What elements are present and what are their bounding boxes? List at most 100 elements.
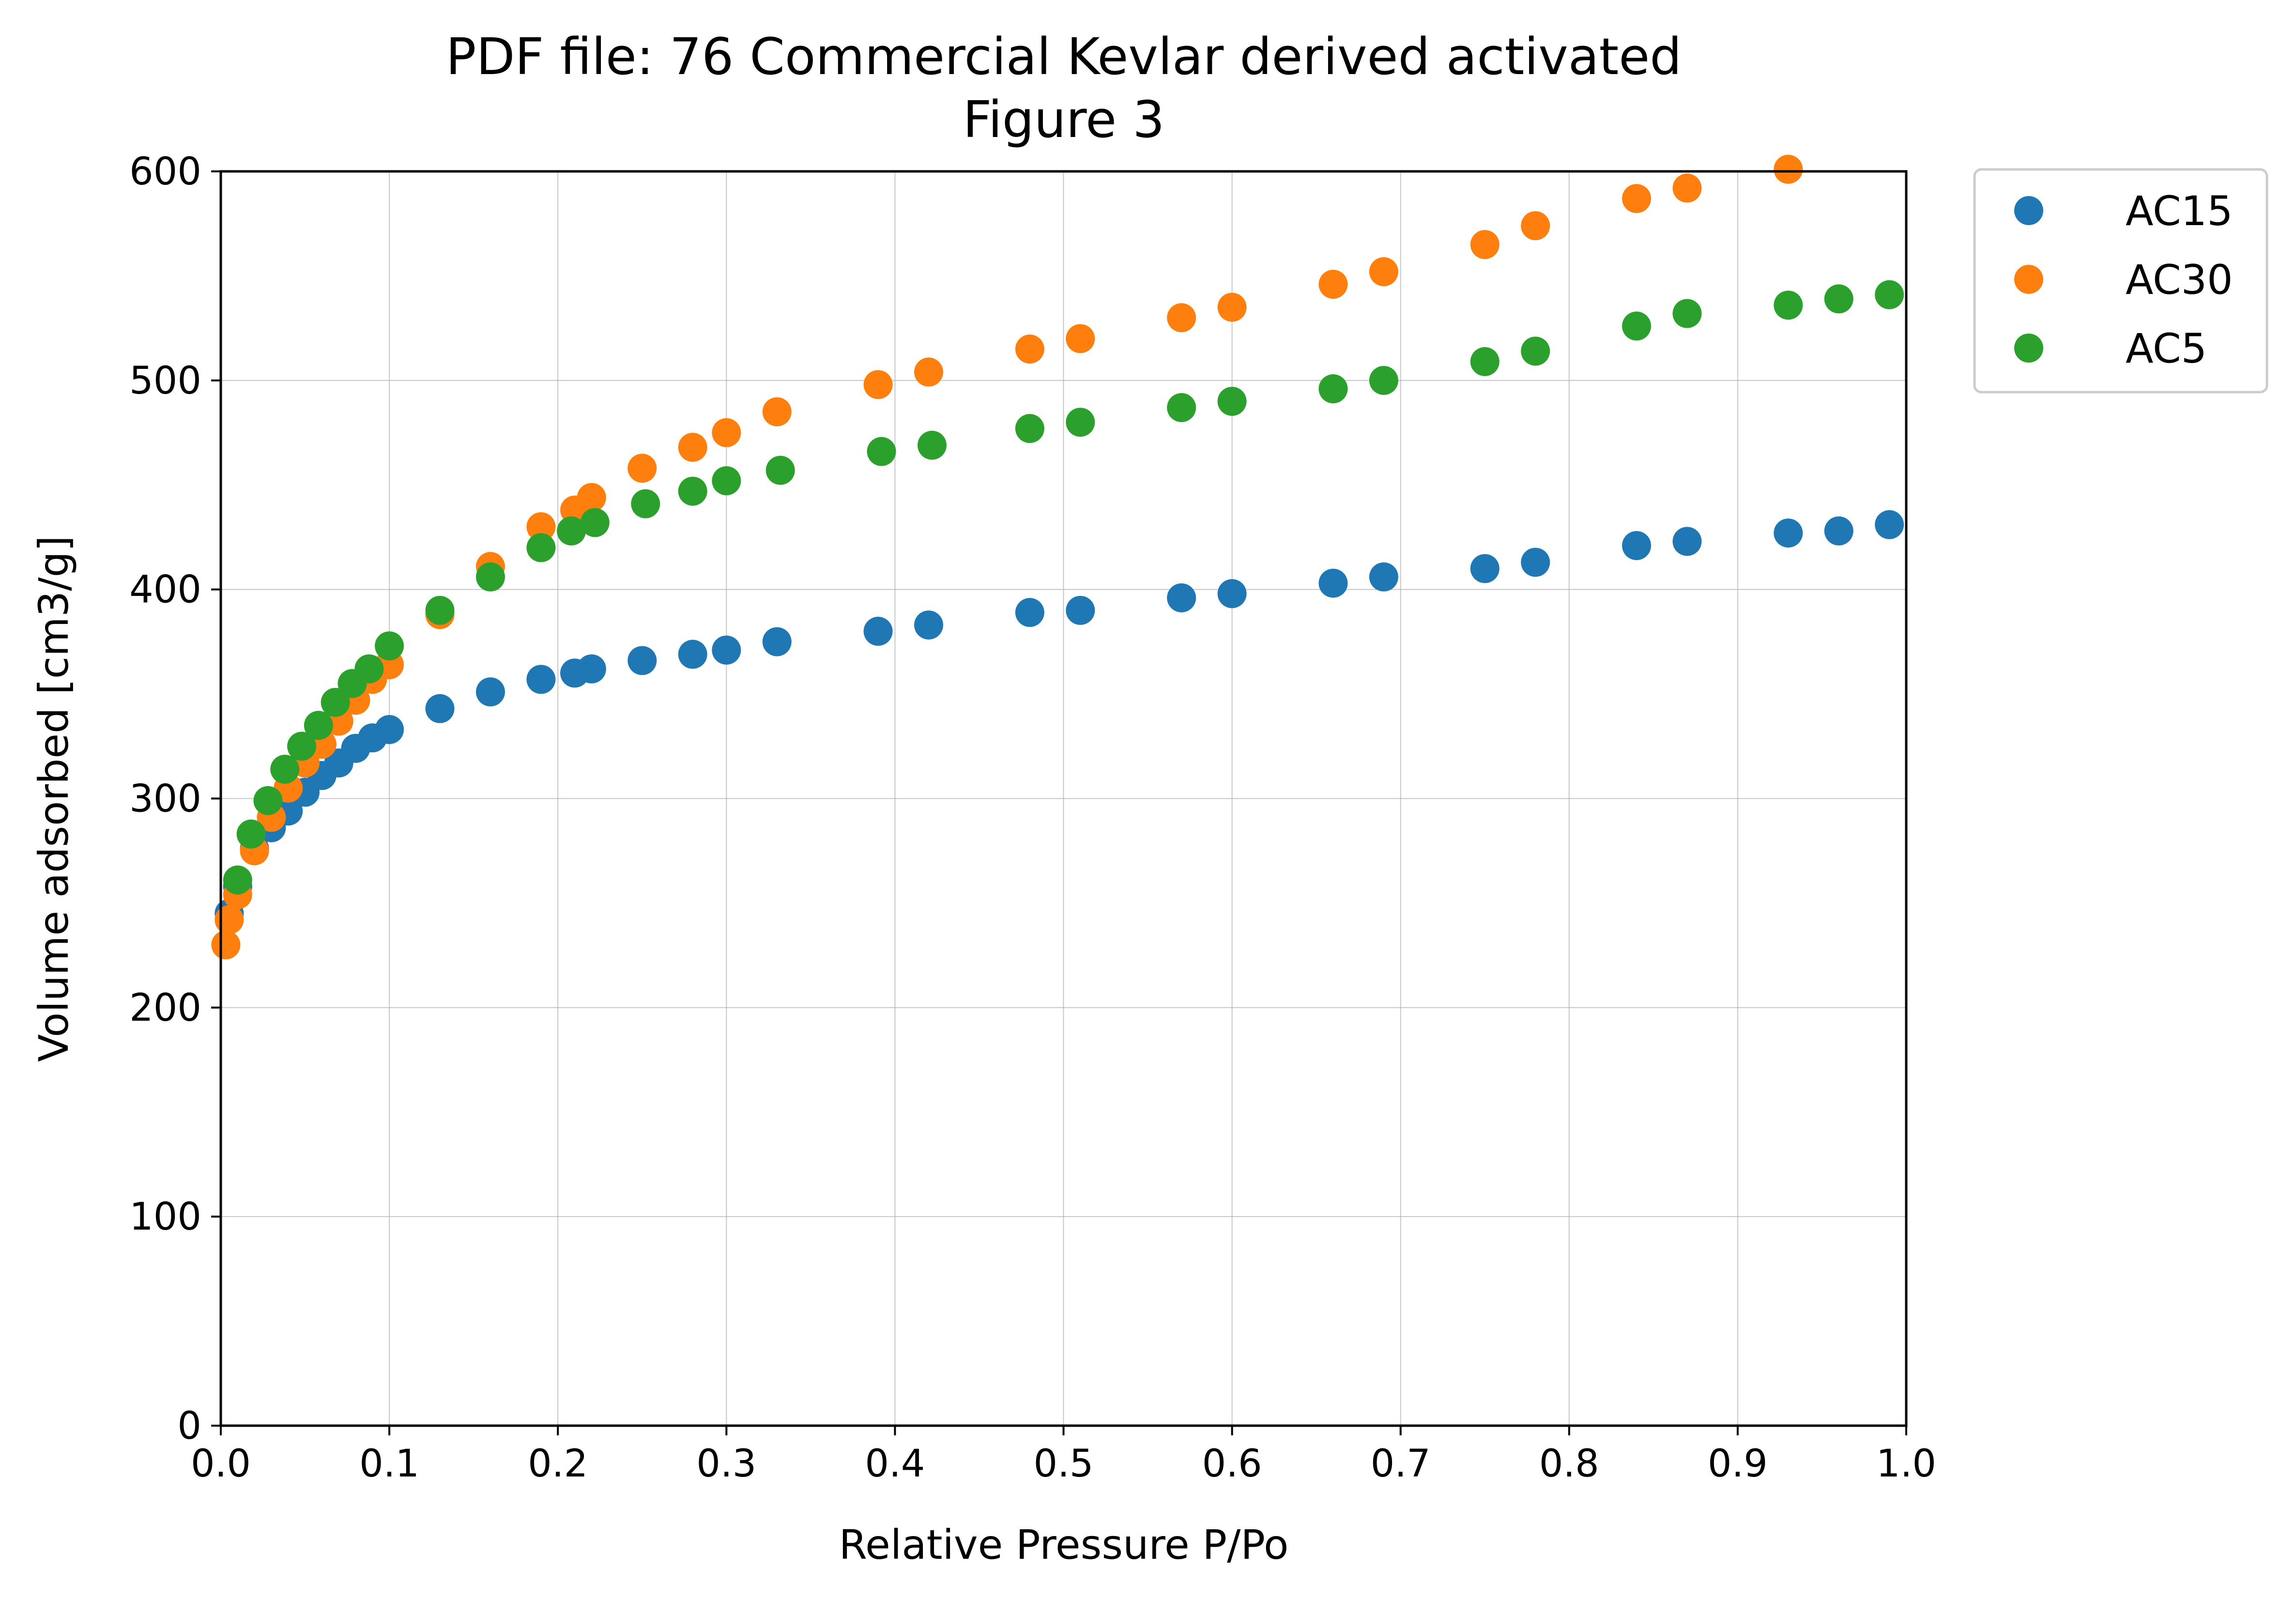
data-point	[557, 516, 586, 546]
data-point	[1774, 518, 1803, 548]
data-point	[375, 715, 404, 744]
series-ac5	[223, 280, 1904, 895]
data-point	[678, 639, 707, 669]
data-point	[1167, 303, 1196, 333]
x-tick-label: 0.0	[191, 1442, 251, 1486]
x-axis-label: Relative Pressure P/Po	[839, 1521, 1289, 1568]
data-point	[1318, 568, 1348, 598]
data-point	[631, 489, 660, 518]
data-point	[1622, 184, 1652, 213]
x-axis-ticks: 0.0 0.1 0.2 0.3 0.4 0.5 0.6 0.7 0.8 0.9 1.0	[191, 1426, 1936, 1486]
data-point	[1521, 336, 1550, 366]
x-tick-label: 0.2	[528, 1442, 588, 1486]
data-point	[211, 930, 241, 959]
data-point	[375, 631, 404, 661]
y-tick-label: 500	[129, 359, 201, 403]
data-point	[580, 508, 610, 537]
data-point	[1217, 292, 1247, 322]
data-point	[712, 418, 741, 447]
data-point	[1824, 284, 1853, 314]
data-point	[577, 654, 606, 684]
legend-frame	[1973, 168, 2268, 394]
data-point	[253, 786, 283, 815]
data-point	[1875, 280, 1904, 309]
data-point	[762, 397, 792, 426]
data-point	[1824, 516, 1853, 546]
y-tick-label: 400	[129, 568, 201, 612]
data-point	[863, 370, 893, 399]
data-point	[762, 627, 792, 656]
data-point	[1167, 583, 1196, 612]
legend-label: AC15	[2126, 187, 2233, 235]
data-point	[321, 687, 350, 717]
y-tick-label: 600	[129, 150, 201, 194]
y-tick-label: 0	[177, 1404, 201, 1448]
data-point	[914, 610, 944, 640]
x-tick-label: 0.5	[1033, 1442, 1093, 1486]
x-tick-label: 0.7	[1371, 1442, 1431, 1486]
data-point	[1521, 548, 1550, 577]
data-point	[1066, 324, 1095, 353]
data-point	[1369, 257, 1398, 287]
x-tick-label: 0.3	[696, 1442, 756, 1486]
data-point	[678, 433, 707, 462]
data-point	[223, 865, 252, 895]
legend-marker	[2014, 265, 2043, 294]
data-point	[1622, 311, 1652, 341]
x-tick-label: 0.6	[1202, 1442, 1262, 1486]
data-point	[678, 476, 707, 506]
legend: AC15 AC30 AC5	[1973, 168, 2268, 394]
data-point	[628, 646, 657, 675]
data-point	[712, 635, 741, 665]
data-point	[287, 731, 317, 761]
data-point	[1470, 230, 1500, 259]
data-point	[304, 711, 333, 740]
x-tick-label: 1.0	[1876, 1442, 1936, 1486]
data-point	[1015, 414, 1044, 443]
data-point	[1217, 579, 1247, 609]
x-tick-label: 0.9	[1708, 1442, 1768, 1486]
data-point	[526, 533, 556, 563]
data-point	[1369, 562, 1398, 592]
data-point	[1066, 595, 1095, 625]
data-point	[1015, 598, 1044, 627]
data-point	[867, 437, 896, 466]
y-tick-label: 200	[129, 986, 201, 1030]
legend-marker	[2014, 334, 2043, 363]
y-axis-ticks: 0 100 200 300 400 500 600	[129, 150, 221, 1448]
data-point	[425, 694, 455, 723]
y-tick-label: 100	[129, 1195, 201, 1239]
data-point	[577, 483, 606, 512]
data-point	[712, 466, 741, 496]
y-tick-label: 300	[129, 777, 201, 821]
data-point	[1318, 270, 1348, 299]
data-point	[1672, 527, 1702, 556]
data-point	[1470, 347, 1500, 376]
data-point	[1622, 531, 1652, 560]
data-point	[526, 665, 556, 694]
data-point	[1217, 387, 1247, 416]
data-point	[1167, 393, 1196, 422]
data-point	[270, 755, 300, 784]
chart-subtitle: Figure 3	[963, 90, 1165, 149]
x-tick-label: 0.4	[865, 1442, 925, 1486]
points-layer	[211, 154, 1904, 959]
data-point	[917, 430, 947, 460]
legend-marker	[2014, 196, 2043, 225]
data-point	[1369, 365, 1398, 395]
data-point	[1672, 173, 1702, 203]
data-point	[863, 617, 893, 646]
data-point	[765, 456, 795, 485]
data-point	[1774, 154, 1803, 184]
x-tick-label: 0.8	[1539, 1442, 1599, 1486]
legend-label: AC5	[2126, 325, 2207, 372]
data-point	[1318, 374, 1348, 404]
data-point	[1470, 554, 1500, 583]
data-point	[236, 819, 266, 849]
data-point	[1015, 335, 1044, 364]
data-point	[354, 654, 384, 684]
data-point	[1066, 408, 1095, 437]
data-point	[214, 905, 244, 934]
data-point	[1875, 510, 1904, 539]
